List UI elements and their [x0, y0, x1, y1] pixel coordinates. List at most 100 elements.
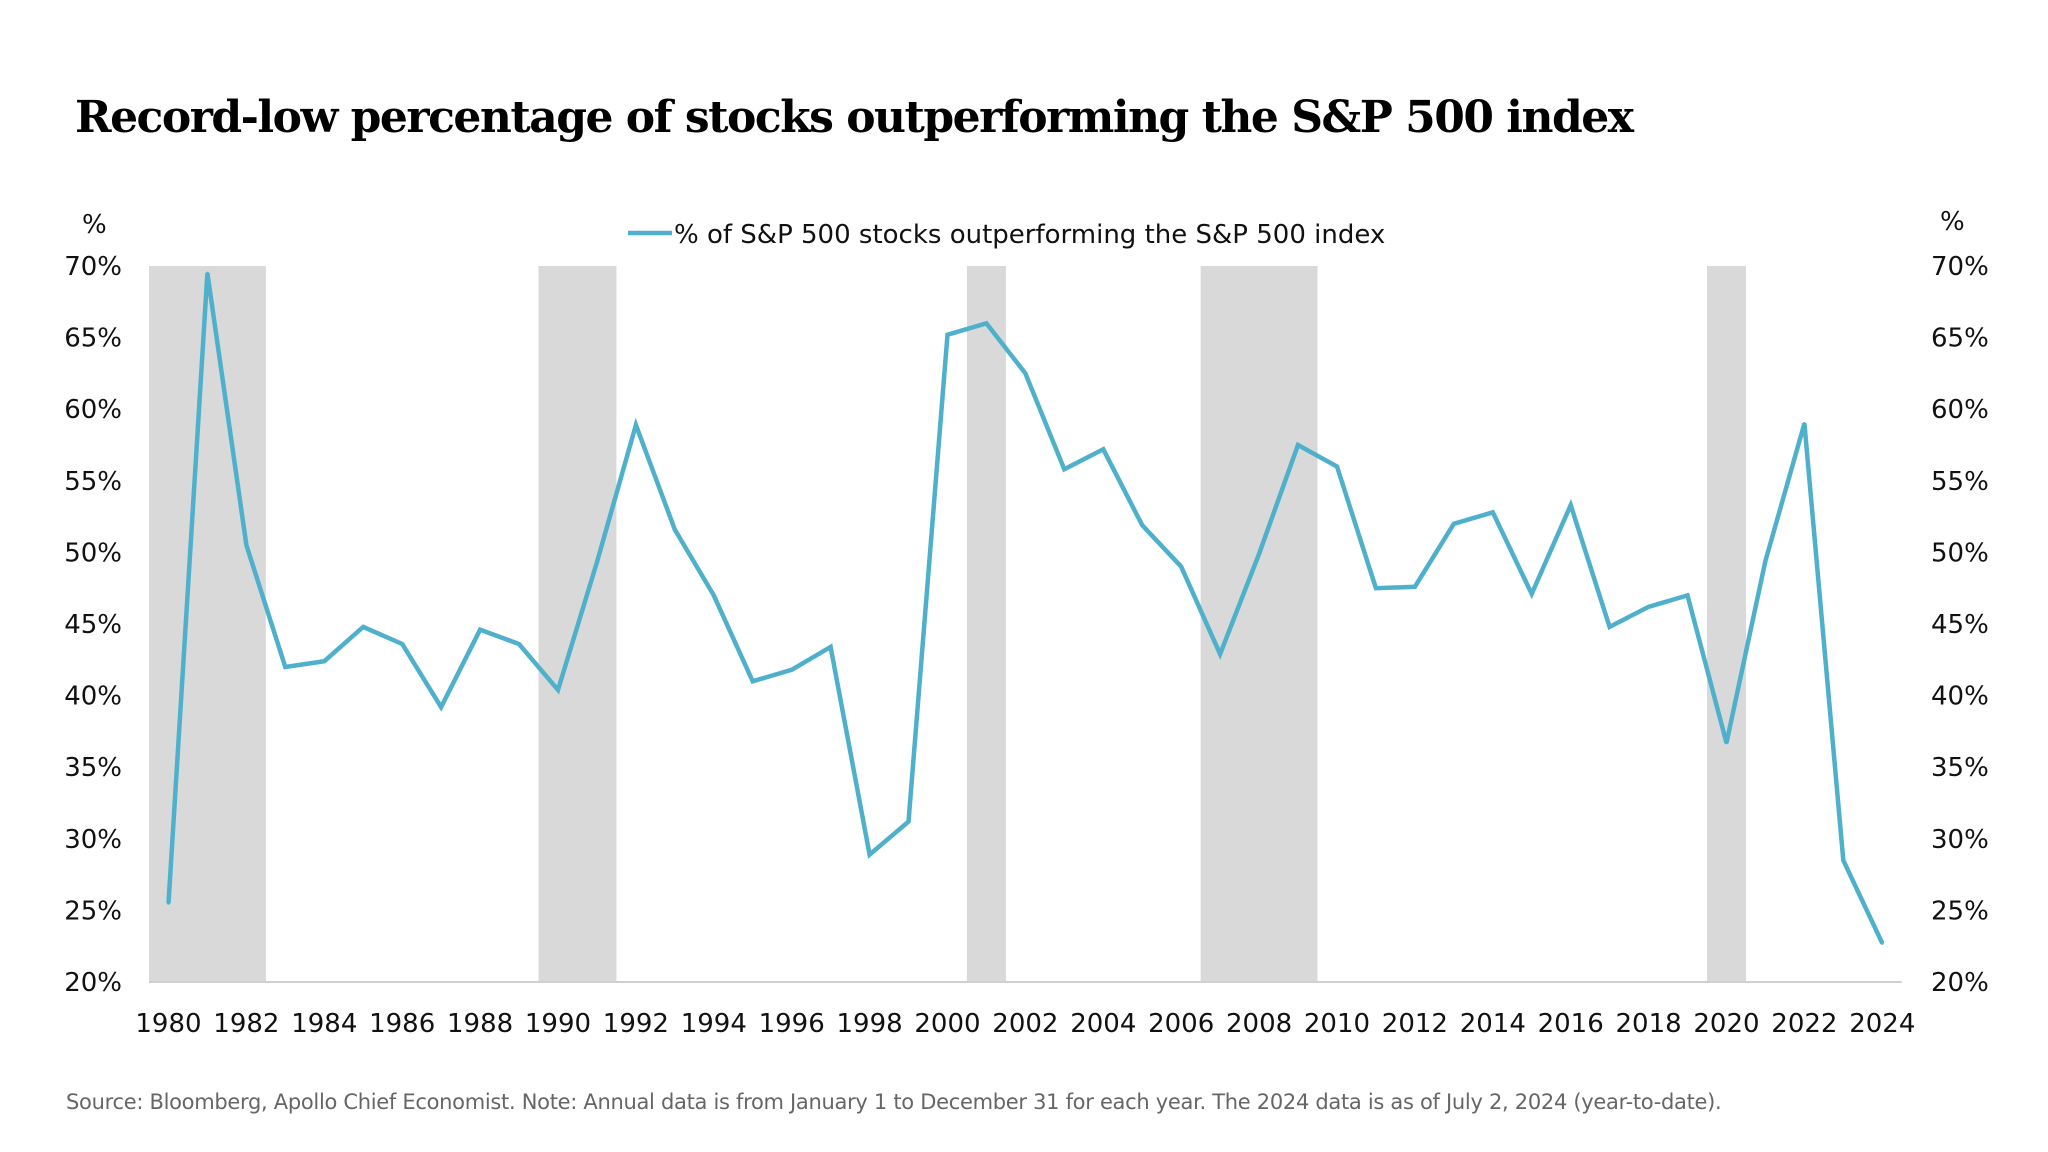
x-tick-label: 2022	[1771, 1009, 1837, 1039]
data-point	[868, 853, 872, 857]
x-tick-label: 2008	[1226, 1009, 1292, 1039]
y-tick-label-right: 55%	[1931, 467, 1989, 497]
x-tick-label: 2000	[914, 1009, 980, 1039]
y-tick-label-left: 70%	[64, 252, 122, 282]
y-tick-label-left: 60%	[64, 395, 122, 425]
x-tick-label: 2002	[992, 1009, 1058, 1039]
x-tick-label: 1984	[291, 1009, 357, 1039]
data-point	[1101, 447, 1105, 451]
recession-shade	[1707, 266, 1746, 982]
x-tick-label: 2018	[1615, 1009, 1681, 1039]
data-point	[945, 333, 949, 337]
data-point	[1608, 625, 1612, 629]
data-point	[1140, 523, 1144, 527]
data-point	[984, 321, 988, 325]
data-point	[1218, 652, 1222, 656]
data-point	[751, 679, 755, 683]
data-point	[1724, 741, 1728, 745]
data-point	[322, 659, 326, 663]
y-tick-label-right: 40%	[1931, 682, 1989, 712]
x-tick-label: 1996	[759, 1009, 825, 1039]
x-tick-label: 2010	[1304, 1009, 1370, 1039]
y-tick-label-left: 25%	[64, 896, 122, 926]
x-tick-label: 1998	[836, 1009, 902, 1039]
data-point	[595, 560, 599, 564]
x-tick-label: 1982	[213, 1009, 279, 1039]
x-tick-label: 1990	[525, 1009, 591, 1039]
x-tick-label: 2004	[1070, 1009, 1136, 1039]
data-point	[1686, 593, 1690, 597]
data-point	[1491, 510, 1495, 514]
data-point	[1763, 559, 1767, 563]
data-point	[1257, 552, 1261, 556]
recession-shade	[966, 266, 1006, 982]
data-point	[1413, 585, 1417, 589]
legend-label: % of S&P 500 stocks outperforming the S&…	[674, 220, 1385, 250]
data-point	[907, 820, 911, 824]
data-point	[634, 423, 638, 427]
x-tick-label: 2006	[1148, 1009, 1214, 1039]
y-tick-label-left: 65%	[64, 324, 122, 354]
x-tick-label: 1988	[447, 1009, 513, 1039]
y-tick-label-right: 35%	[1931, 753, 1989, 783]
recession-shade	[149, 266, 266, 982]
data-point	[1530, 592, 1534, 596]
data-point	[166, 901, 170, 905]
data-point	[400, 642, 404, 646]
data-point	[517, 642, 521, 646]
data-point	[1374, 586, 1378, 590]
y-tick-label-right: 45%	[1931, 610, 1989, 640]
y-tick-label-right: 60%	[1931, 395, 1989, 425]
x-tick-label: 2014	[1460, 1009, 1526, 1039]
y-tick-label-left: 35%	[64, 753, 122, 783]
data-point	[1569, 503, 1573, 507]
x-tick-label: 2020	[1693, 1009, 1759, 1039]
data-point	[283, 665, 287, 669]
chart-title: Record-low percentage of stocks outperfo…	[75, 92, 1634, 143]
y-axis-label-right: %	[1940, 207, 1965, 237]
data-point	[244, 543, 248, 547]
data-point	[361, 625, 365, 629]
y-tick-label-left: 50%	[64, 538, 122, 568]
x-tick-label: 2012	[1382, 1009, 1448, 1039]
y-tick-label-right: 50%	[1931, 538, 1989, 568]
data-point	[1880, 941, 1884, 945]
data-point	[712, 593, 716, 597]
data-point	[790, 668, 794, 672]
y-tick-label-left: 20%	[64, 968, 122, 998]
data-point	[556, 688, 560, 692]
data-point	[673, 527, 677, 531]
source-note: Source: Bloomberg, Apollo Chief Economis…	[66, 1090, 1722, 1114]
y-tick-label-left: 40%	[64, 682, 122, 712]
data-point	[205, 271, 209, 275]
x-tick-label: 1980	[135, 1009, 201, 1039]
data-point	[829, 645, 833, 649]
data-point	[478, 628, 482, 632]
data-point	[1335, 464, 1339, 468]
data-point	[1296, 443, 1300, 447]
data-point	[1841, 858, 1845, 862]
data-point	[1179, 565, 1183, 569]
y-tick-label-right: 30%	[1931, 825, 1989, 855]
x-tick-label: 1994	[681, 1009, 747, 1039]
y-axis-label-left: %	[82, 210, 107, 240]
y-tick-label-left: 30%	[64, 825, 122, 855]
data-point	[1023, 371, 1027, 375]
x-tick-label: 2016	[1538, 1009, 1604, 1039]
data-point	[1802, 422, 1806, 426]
x-tick-label: 1992	[603, 1009, 669, 1039]
x-tick-label: 1986	[369, 1009, 435, 1039]
y-tick-label-left: 45%	[64, 610, 122, 640]
y-tick-label-right: 20%	[1931, 968, 1989, 998]
recession-shade	[1200, 266, 1318, 982]
x-tick-label: 2024	[1849, 1009, 1915, 1039]
y-tick-label-right: 70%	[1931, 252, 1989, 282]
y-tick-label-right: 65%	[1931, 324, 1989, 354]
y-tick-label-right: 25%	[1931, 896, 1989, 926]
data-point	[1452, 522, 1456, 526]
data-point	[1062, 467, 1066, 471]
data-point	[1647, 605, 1651, 609]
y-tick-label-left: 55%	[64, 467, 122, 497]
data-point	[439, 705, 443, 709]
